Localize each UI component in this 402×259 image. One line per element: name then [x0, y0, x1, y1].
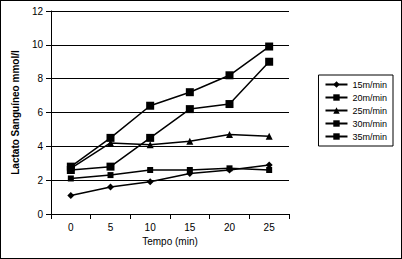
svg-text:8: 8 [37, 73, 43, 84]
svg-text:10: 10 [145, 222, 157, 233]
svg-text:10: 10 [32, 39, 44, 50]
svg-text:25: 25 [264, 222, 276, 233]
svg-text:4: 4 [37, 141, 43, 152]
svg-text:6: 6 [37, 107, 43, 118]
svg-text:5: 5 [108, 222, 114, 233]
svg-text:35m/min: 35m/min [352, 132, 387, 142]
svg-text:2: 2 [37, 175, 43, 186]
svg-text:15m/min: 15m/min [352, 80, 387, 90]
svg-text:30m/min: 30m/min [352, 119, 387, 129]
svg-text:0: 0 [68, 222, 74, 233]
svg-text:Lactato Sanguíneo mmol/l: Lactato Sanguíneo mmol/l [10, 50, 21, 175]
svg-text:15: 15 [184, 222, 196, 233]
svg-text:25m/min: 25m/min [352, 106, 387, 116]
svg-text:20m/min: 20m/min [352, 93, 387, 103]
svg-text:12: 12 [32, 6, 44, 17]
svg-text:0: 0 [37, 209, 43, 220]
svg-text:20: 20 [224, 222, 236, 233]
svg-text:Tempo (min): Tempo (min) [142, 236, 198, 247]
